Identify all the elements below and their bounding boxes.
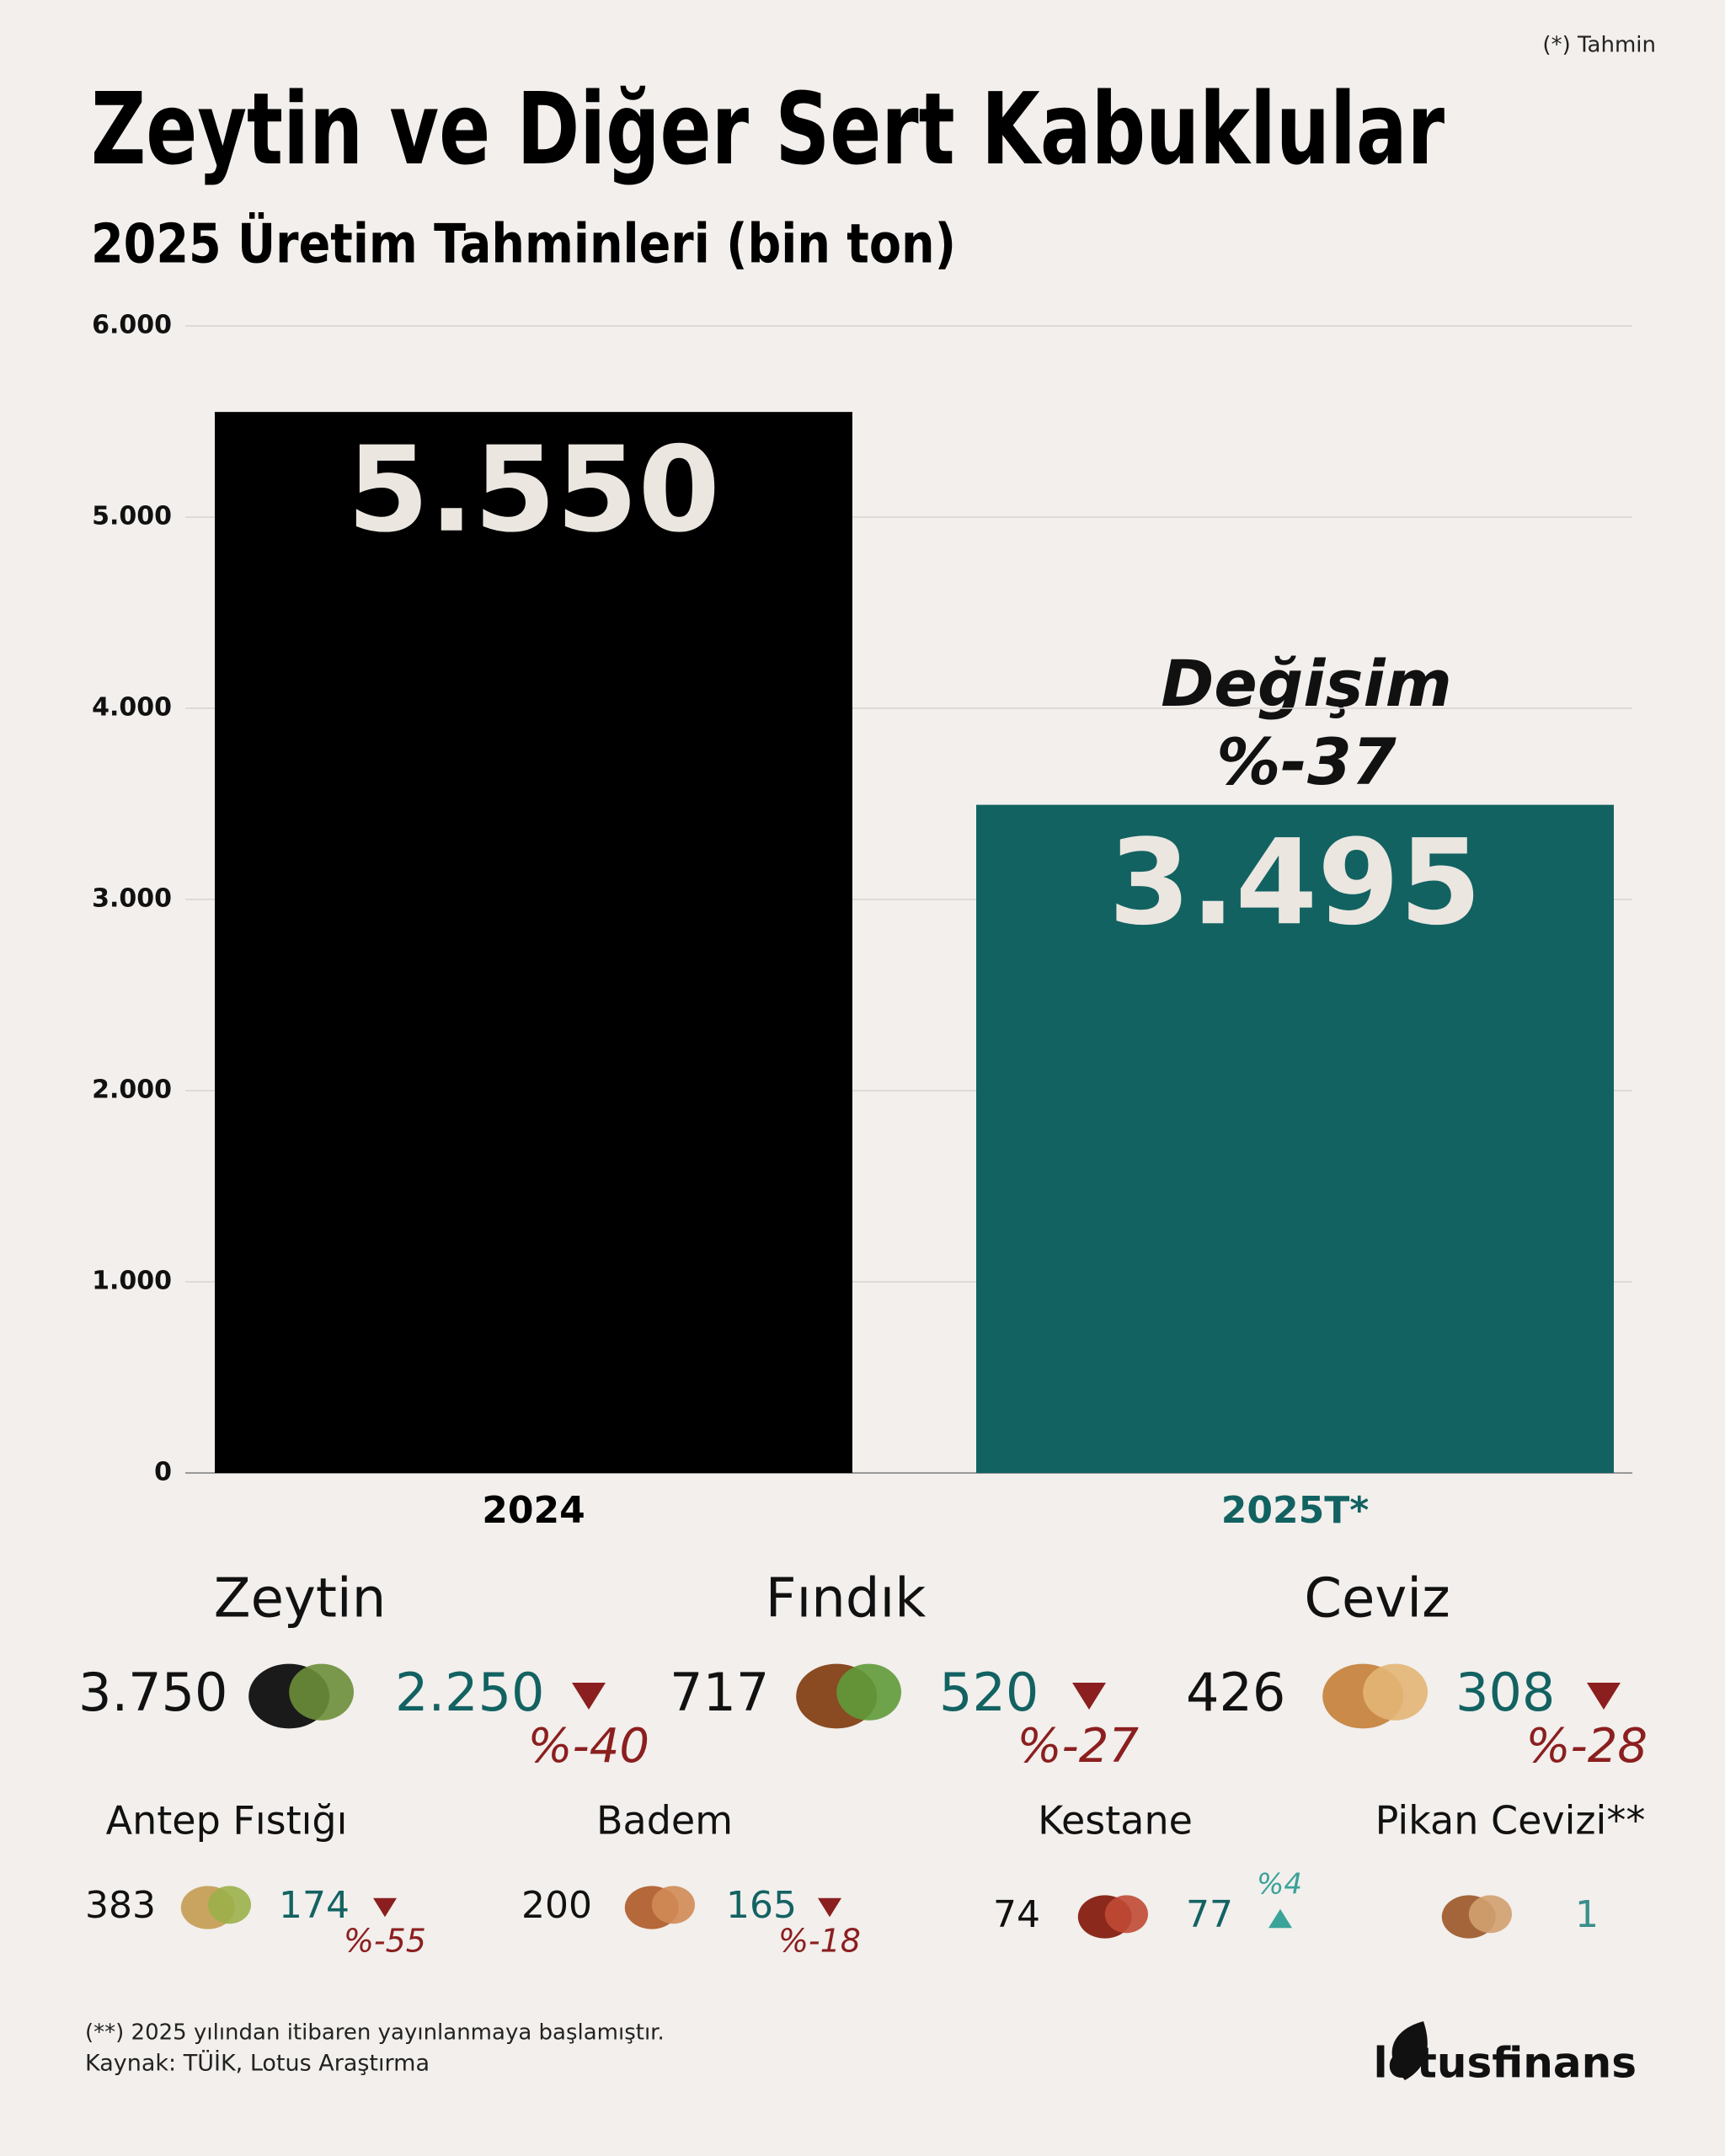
value-2024: 200 (521, 1884, 592, 1927)
product-name: Badem (596, 1798, 733, 1844)
product-item: Zeytin 3.750 2.250%-40 (78, 1568, 649, 1774)
product-icon (1363, 1663, 1428, 1721)
footnote: (**) 2025 yılından itibaren yayınlanmaya… (85, 2020, 665, 2046)
change-arrow (818, 1897, 841, 1918)
product-item: Antep Fıstığı 383 174%-55 (85, 1798, 426, 1960)
change-label: %-40 (527, 1719, 649, 1774)
value-2025: 174 (279, 1884, 350, 1927)
product-name: Kestane (1038, 1798, 1193, 1844)
value-2025: 520 (939, 1662, 1039, 1723)
value-2024: 3.750 (78, 1662, 228, 1723)
product-item: Pikan Cevizi** 1 (1375, 1798, 1646, 1939)
value-2025: 308 (1455, 1662, 1555, 1723)
bar (215, 412, 852, 1473)
change-arrow (1587, 1683, 1621, 1710)
logo-icon (1391, 2021, 1428, 2080)
value-2025: 2.250 (395, 1662, 545, 1723)
product-icon (1104, 1895, 1148, 1934)
chart-subtitle: 2025 Üretim Tahminleri (bin ton) (91, 212, 956, 276)
product-name: Pikan Cevizi** (1375, 1798, 1646, 1844)
product-name: Ceviz (1304, 1568, 1450, 1630)
note: (*) Tahmin (1542, 33, 1656, 58)
x-tick-label: 2025T* (1221, 1489, 1369, 1532)
bar (976, 804, 1614, 1473)
change-arrow (1268, 1908, 1292, 1929)
product-icon (836, 1663, 901, 1721)
change-arrow (572, 1683, 606, 1710)
source: Kaynak: TÜİK, Lotus Araştırma (85, 2050, 430, 2077)
product-item: Ceviz 426 308%-28 (1186, 1568, 1648, 1774)
value-2025: 77 (1186, 1893, 1233, 1936)
y-tick-label: 5.000 (92, 502, 172, 531)
product-icon (207, 1886, 251, 1924)
change-label: %-18 (778, 1923, 861, 1960)
x-tick-label: 2024 (482, 1489, 585, 1532)
change-label: %-27 (1017, 1719, 1139, 1774)
change-arrow (1072, 1683, 1106, 1710)
value-2025: 165 (726, 1884, 797, 1927)
y-tick-label: 1.000 (92, 1267, 172, 1296)
y-tick-label: 4.000 (92, 693, 172, 723)
value-2025: 1 (1575, 1893, 1599, 1936)
annotation: %-37 (1216, 724, 1397, 799)
product-item: Fındık 717 520%-27 (670, 1568, 1139, 1774)
value-2024: 426 (1186, 1662, 1285, 1723)
product-name: Antep Fıstığı (106, 1798, 348, 1844)
value-2024: 74 (993, 1893, 1040, 1936)
product-icon (651, 1886, 696, 1924)
product-icon (289, 1663, 354, 1721)
annotation: Değişim (1161, 646, 1452, 721)
change-label: %4 (1257, 1868, 1302, 1902)
product-item: Kestane 74 77 %4 (993, 1798, 1302, 1939)
value-label: 3.495 (1108, 814, 1482, 952)
product-name: Fındık (766, 1568, 927, 1630)
value-label: 5.550 (347, 422, 720, 559)
y-tick-label: 2.000 (92, 1075, 172, 1105)
value-2024: 383 (85, 1884, 156, 1927)
logo-text: lotusfinans (1374, 2039, 1637, 2088)
y-tick-label: 0 (154, 1458, 172, 1487)
y-tick-label: 6.000 (92, 311, 172, 340)
product-name: Zeytin (214, 1568, 387, 1630)
chart-title: Zeytin ve Diğer Sert Kabuklular (91, 71, 1445, 187)
logo: lotusfinans (1374, 2021, 1637, 2088)
product-icon (1468, 1895, 1512, 1934)
y-tick-label: 3.000 (92, 884, 172, 914)
change-label: %-28 (1525, 1719, 1648, 1774)
value-2024: 717 (670, 1662, 769, 1723)
change-label: %-55 (344, 1923, 426, 1960)
change-arrow (373, 1897, 397, 1918)
